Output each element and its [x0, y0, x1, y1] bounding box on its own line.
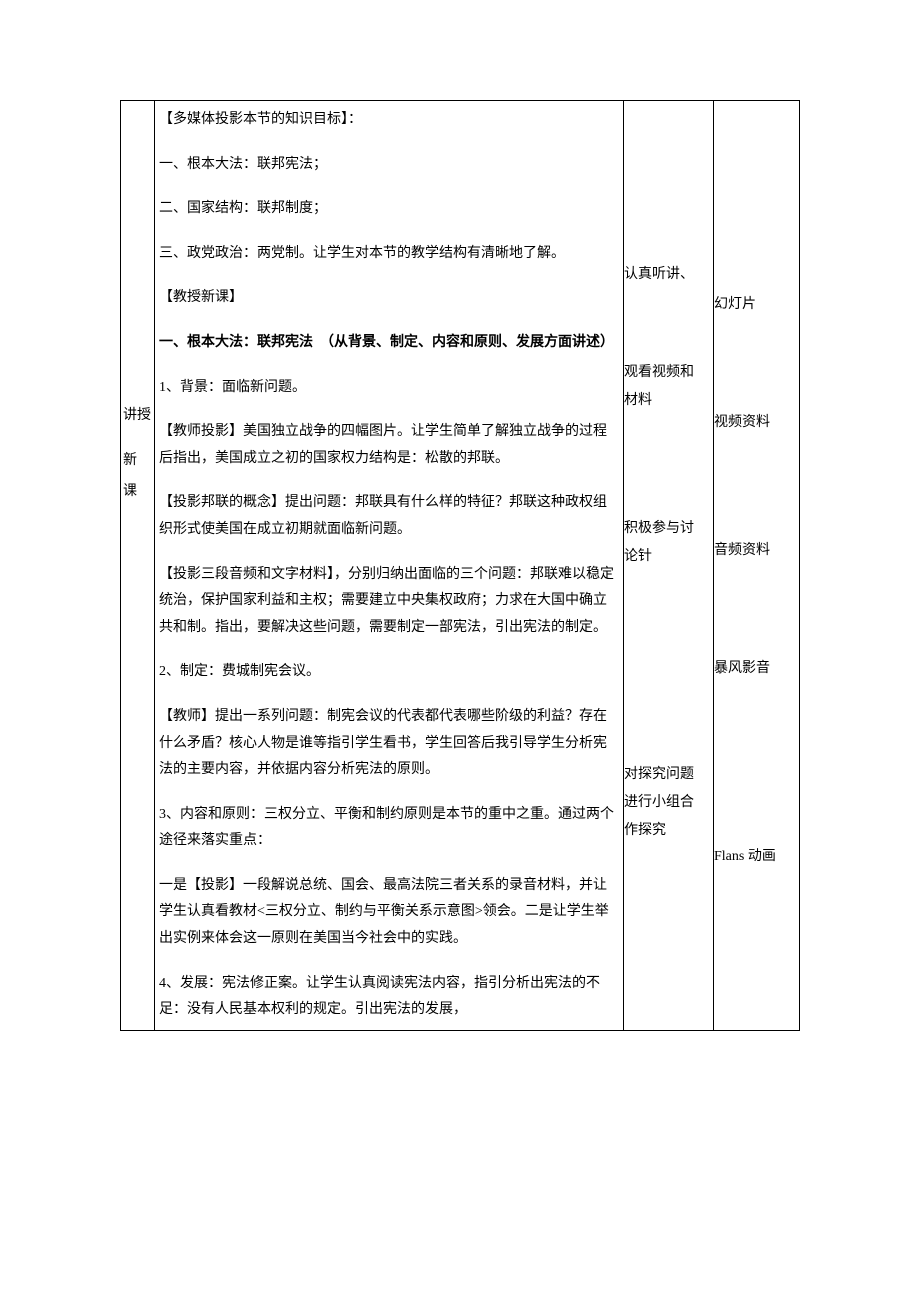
content-p9: 【投影邦联的概念】提出问题：邦联具有什么样的特征？邦联这种政权组织形式使美国在成… [159, 490, 619, 543]
content-p1: 【多媒体投影本节的知识目标】： [159, 107, 619, 134]
media-2: 视频资料 [714, 409, 799, 437]
content-p4: 三、政党政治：两党制。让学生对本节的教学结构有清晰地了解。 [159, 241, 619, 268]
activity-2a: 观看视频和 [624, 359, 713, 387]
activity-3a: 积极参与讨 [624, 515, 713, 543]
col-phase: 讲授 新 课 [121, 101, 155, 1031]
activity-4b: 进行小组合 [624, 789, 713, 817]
activity-4c: 作探究 [624, 817, 713, 845]
content-p12: 【教师】提出一系列问题：制宪会议的代表都代表哪些阶级的利益？存在什么矛盾？核心人… [159, 704, 619, 784]
col-content: 【多媒体投影本节的知识目标】： 一、根本大法：联邦宪法； 二、国家结构：联邦制度… [155, 101, 624, 1031]
content-p15: 4、发展：宪法修正案。让学生认真阅读宪法内容，指引分析出宪法的不足：没有人民基本… [159, 971, 619, 1024]
media-1: 幻灯片 [714, 291, 799, 319]
content-p13: 3、内容和原则：三权分立、平衡和制约原则是本节的重中之重。通过两个途径来落实重点… [159, 802, 619, 855]
content-p3: 二、国家结构：联邦制度； [159, 196, 619, 223]
content-p5: 【教授新课】 [159, 285, 619, 312]
activity-2b: 材料 [624, 387, 713, 415]
media-4: 暴风影音 [714, 655, 799, 683]
document-page: 讲授 新 课 【多媒体投影本节的知识目标】： 一、根本大法：联邦宪法； 二、国家… [0, 0, 920, 1091]
activity-3b: 论针 [624, 543, 713, 571]
phase-line-1: 讲授 [123, 401, 152, 432]
content-p11: 2、制定：费城制宪会议。 [159, 659, 619, 686]
phase-line-2: 新 课 [123, 446, 152, 508]
content-p7: 1、背景：面临新问题。 [159, 375, 619, 402]
col-student-activity: 认真听讲、 观看视频和 材料 积极参与讨 论针 对探究问题 进行小组合 作探究 [624, 101, 714, 1031]
lesson-table: 讲授 新 课 【多媒体投影本节的知识目标】： 一、根本大法：联邦宪法； 二、国家… [120, 100, 800, 1031]
table-row: 讲授 新 课 【多媒体投影本节的知识目标】： 一、根本大法：联邦宪法； 二、国家… [121, 101, 800, 1031]
media-3: 音频资料 [714, 537, 799, 565]
activity-4a: 对探究问题 [624, 761, 713, 789]
content-p10: 【投影三段音频和文字材料】，分别归纳出面临的三个问题：邦联难以稳定统治，保护国家… [159, 562, 619, 642]
content-p2: 一、根本大法：联邦宪法； [159, 152, 619, 179]
content-p8: 【教师投影】美国独立战争的四幅图片。让学生简单了解独立战争的过程后指出，美国成立… [159, 419, 619, 472]
media-5: Flans 动画 [714, 843, 799, 871]
activity-1: 认真听讲、 [624, 261, 713, 289]
col-media: 幻灯片 视频资料 音频资料 暴风影音 Flans 动画 [714, 101, 800, 1031]
content-p14: 一是【投影】一段解说总统、国会、最高法院三者关系的录音材料，并让学生认真看教材<… [159, 873, 619, 953]
content-p6: 一、根本大法：联邦宪法 （从背景、制定、内容和原则、发展方面讲述） [159, 330, 619, 357]
